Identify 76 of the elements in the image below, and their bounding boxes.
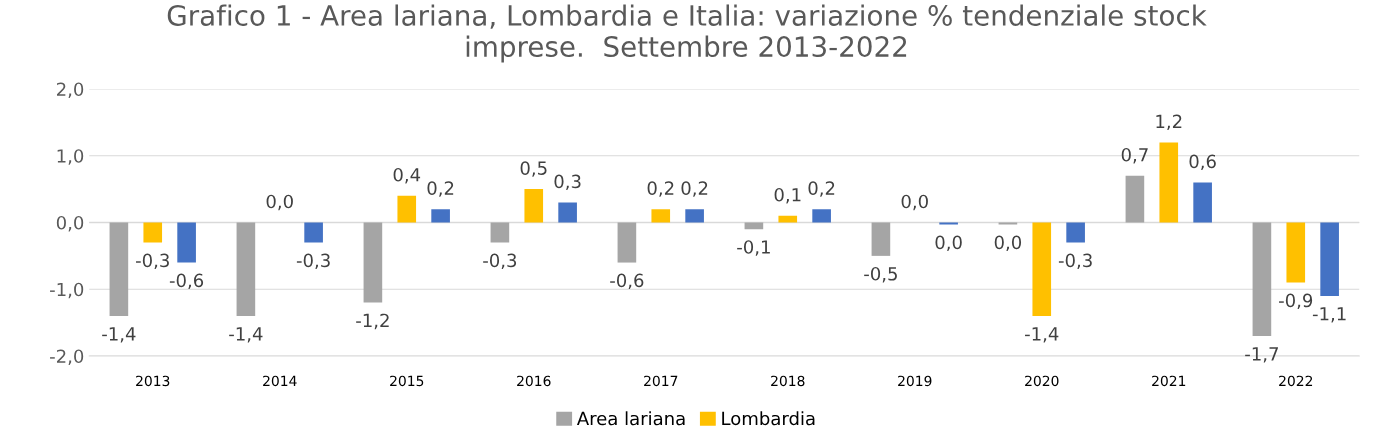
y-tick-label: -1,0 [50,282,84,299]
bar [431,209,450,223]
x-tick-label: 2014 [263,375,297,387]
data-label: 0,4 [393,167,421,184]
bar [1066,222,1085,243]
bar [871,222,891,256]
bar [685,209,704,223]
data-label: 0,2 [647,181,674,197]
y-tick-label: 2,0 [56,82,84,98]
bar [363,222,383,303]
bar [304,222,323,243]
bar [1320,222,1339,296]
data-label: -1,1 [1312,307,1346,323]
bar [939,222,958,225]
data-label: -1,4 [102,327,136,343]
data-label: -1,4 [229,327,263,343]
data-label: -0,3 [296,253,330,270]
data-label: -0,3 [483,253,517,270]
bar [1286,222,1306,283]
data-label: 0,2 [427,181,454,197]
x-tick-label: 2018 [771,375,805,387]
data-label: -0,9 [1279,293,1313,310]
data-label: -0,3 [1058,253,1092,270]
bar [744,222,764,230]
data-label: -1,4 [1025,327,1059,343]
legend-label: Lombardia [722,411,815,426]
x-tick-label: 2022 [1279,375,1313,387]
bar [524,189,544,223]
x-tick-label: 2015 [390,375,424,387]
x-tick-label: 2019 [898,375,932,387]
x-tick-label: 2017 [644,375,678,387]
data-label: 1,2 [1156,114,1182,131]
bar [1159,142,1179,223]
data-label: 0,3 [554,174,581,191]
y-tick-label: -2,0 [50,349,84,365]
data-label: 0,0 [935,235,962,252]
bar [397,195,417,223]
data-label: 0,5 [520,161,547,177]
data-label: -1,7 [1245,347,1278,363]
data-label: 0,2 [681,181,708,197]
data-label: 0,1 [774,187,801,204]
data-label: 0,7 [1121,147,1148,164]
bar [1032,222,1052,316]
x-tick-label: 2016 [517,375,551,387]
data-label: 0,2 [808,181,835,197]
y-tick-label: 0,0 [56,215,84,232]
data-label: -0,6 [169,273,204,290]
bar [1125,175,1145,223]
bar [778,215,798,223]
bar [1193,182,1212,223]
data-label: 0,0 [901,194,928,211]
bar [1252,222,1272,336]
x-tick-label: 2021 [1152,375,1186,387]
bar [236,222,256,316]
x-tick-label: 2013 [136,375,170,387]
data-label: -0,1 [737,240,770,256]
chart-title: Grafico 1 - Area lariana, Lombardia e Italia: variazione % tendenziale stock imprese. Settembre 2013-2022 [167,4,1207,63]
bar [490,222,510,243]
legend-label: Area lariana [576,411,685,426]
bar [812,209,831,223]
data-label: 0,0 [994,235,1022,252]
data-label: -0,6 [610,273,644,290]
bar [617,222,637,263]
bar [558,202,577,223]
data-label: -0,5 [864,266,897,283]
data-label: -0,3 [136,253,169,270]
data-label: 0,6 [1189,154,1216,171]
bar [177,222,196,263]
bar [143,222,163,243]
bar [651,209,671,223]
bar [998,222,1018,225]
x-tick-label: 2020 [1025,375,1059,387]
bar [109,222,129,316]
data-label: -1,2 [356,313,389,330]
y-tick-label: 1,0 [57,149,84,165]
data-label: 0,0 [266,194,293,211]
